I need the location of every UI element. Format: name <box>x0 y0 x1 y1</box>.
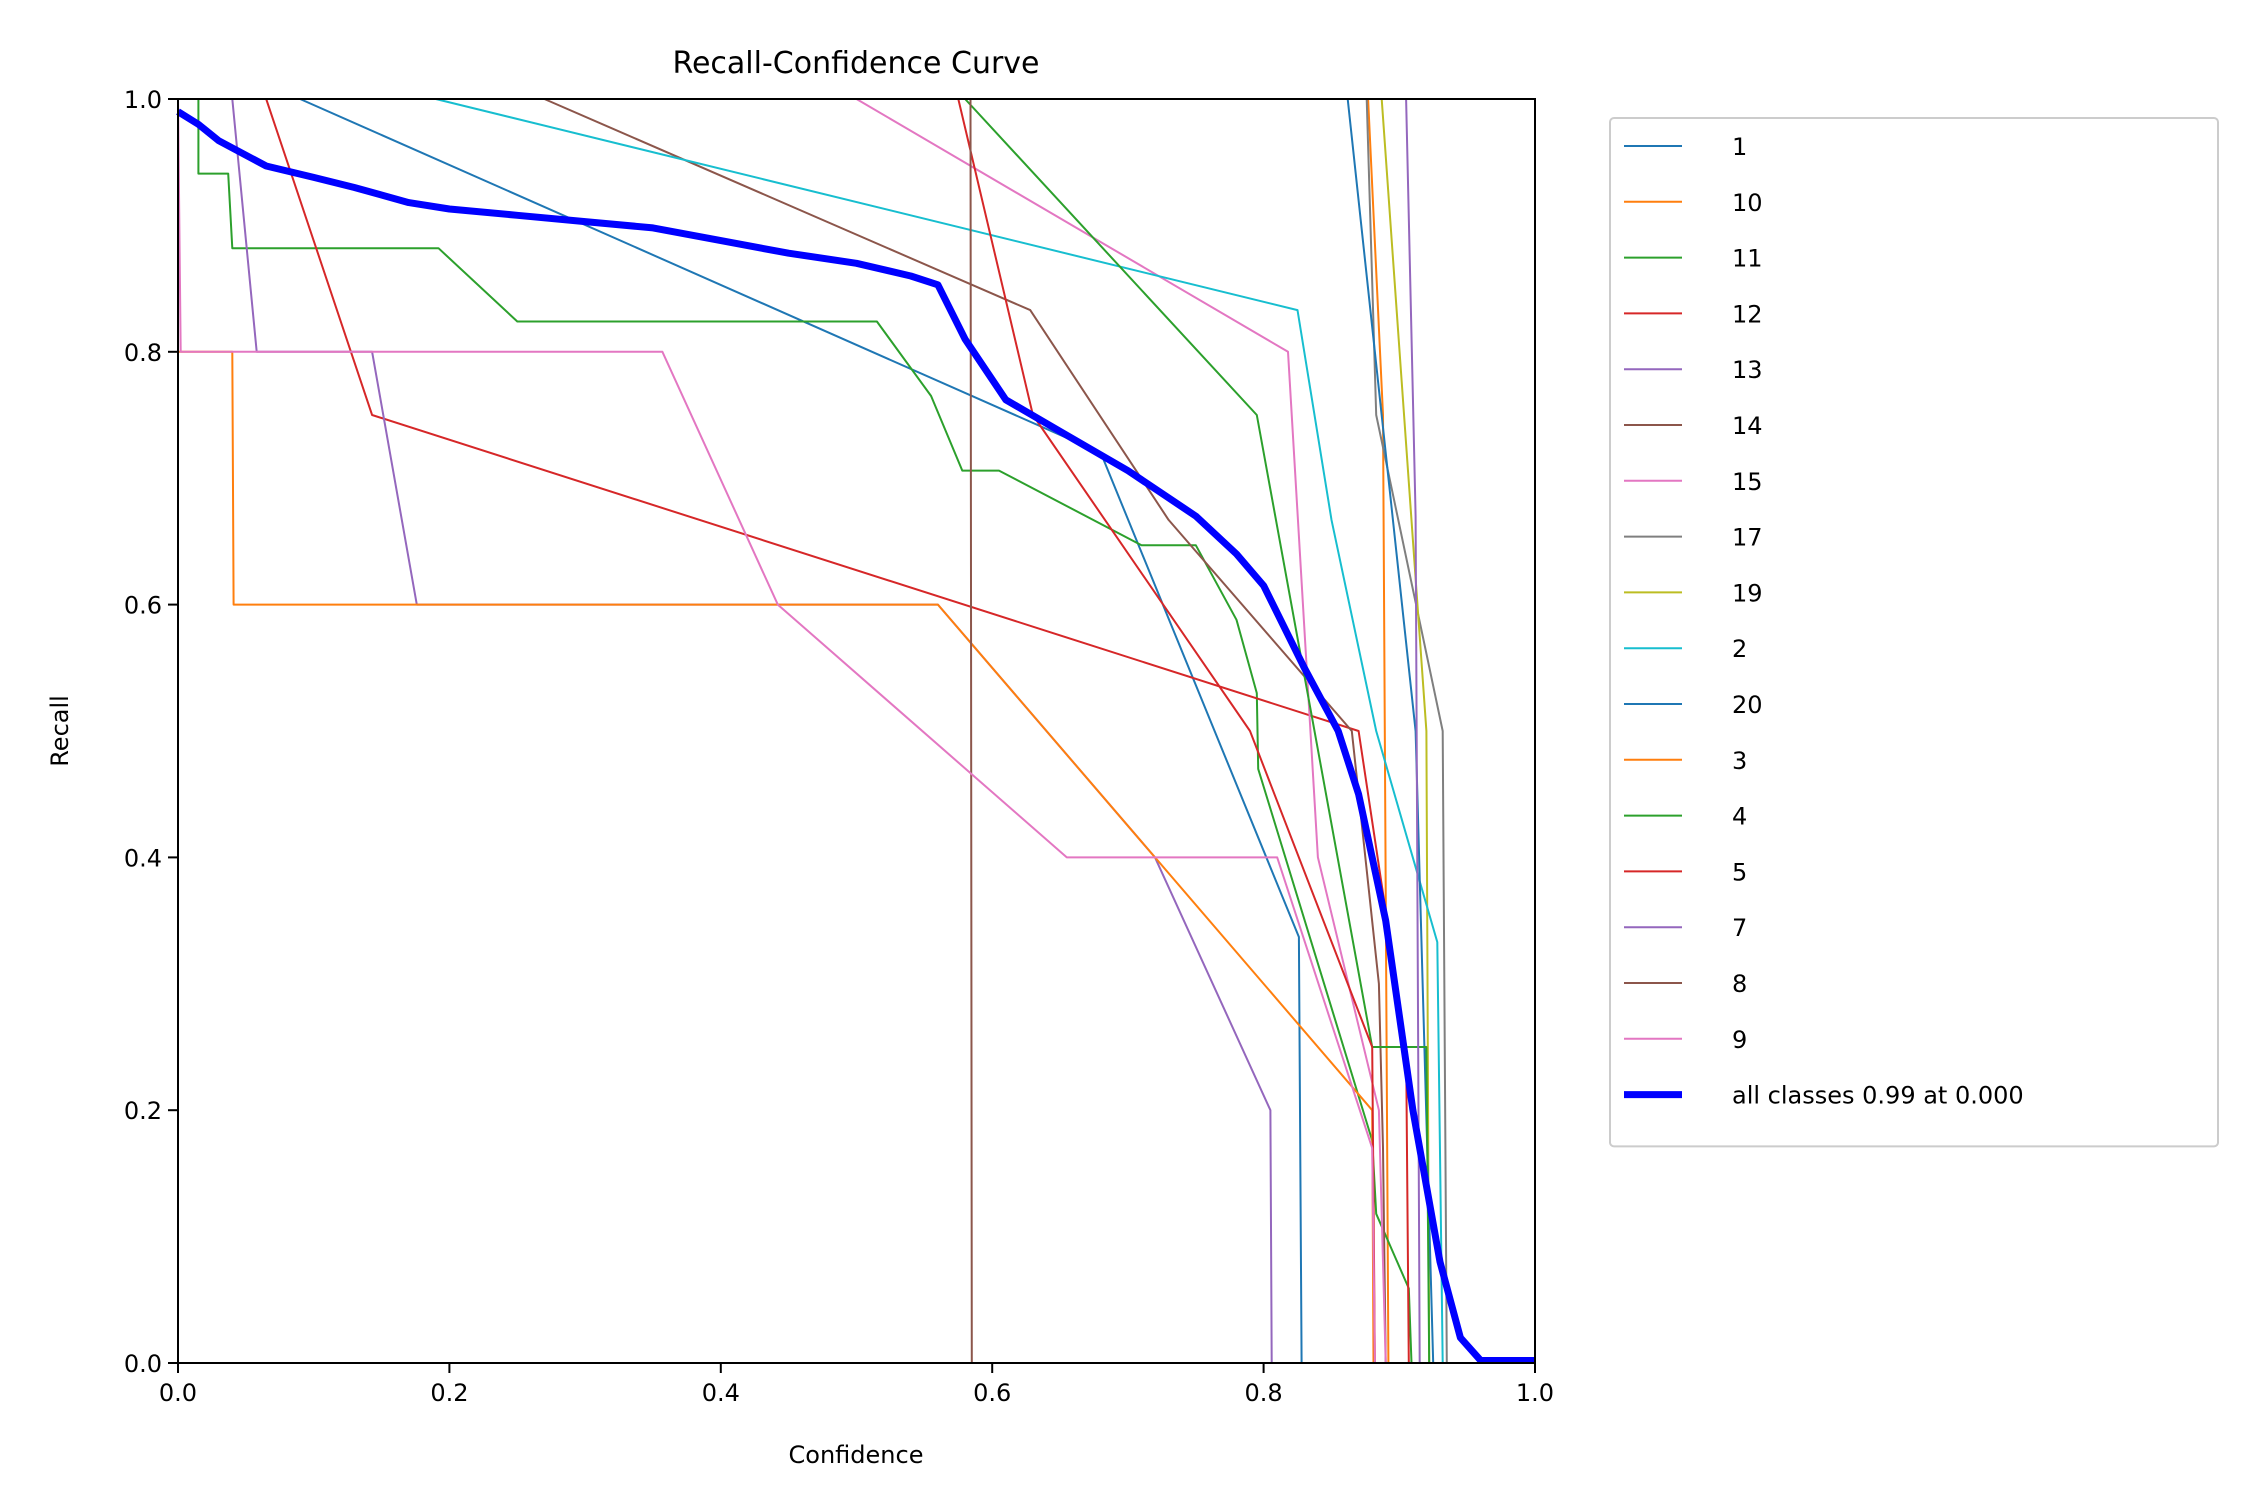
legend-entry: 12 <box>1624 300 1763 328</box>
legend-label: all classes 0.99 at 0.000 <box>1732 1082 2024 1110</box>
x-tick-label: 0.0 <box>159 1379 197 1407</box>
legend-entry: 8 <box>1624 970 1747 998</box>
x-tick-label: 0.4 <box>702 1379 740 1407</box>
legend-entry: 2 <box>1624 635 1747 663</box>
series-line-8 <box>969 98 1535 1364</box>
legend-entry: 5 <box>1624 858 1747 886</box>
series-line-15 <box>855 98 1387 1364</box>
legend-label: 5 <box>1732 858 1747 886</box>
y-tick-label: 0.8 <box>124 339 162 367</box>
x-tick-label: 0.6 <box>973 1379 1011 1407</box>
x-tick-label: 0.2 <box>430 1379 468 1407</box>
legend-entry: 20 <box>1624 691 1763 719</box>
legend-entry: all classes 0.99 at 0.000 <box>1624 1082 2024 1110</box>
legend-entry: 4 <box>1624 803 1747 831</box>
legend-label: 19 <box>1732 579 1763 607</box>
legend-label: 8 <box>1732 970 1747 998</box>
series-line-10 <box>1367 98 1390 1364</box>
legend-label: 13 <box>1732 356 1763 384</box>
series-line-7 <box>1405 98 1421 1364</box>
x-tick-label: 0.8 <box>1245 1379 1283 1407</box>
series-line-9 <box>177 98 1376 1364</box>
legend-box <box>1609 117 2219 1148</box>
legend-label: 1 <box>1732 133 1747 161</box>
legend-label: 9 <box>1732 1026 1747 1054</box>
x-tick-label: 1.0 <box>1516 1379 1554 1407</box>
legend-entry: 11 <box>1624 245 1763 273</box>
legend-label: 14 <box>1732 412 1763 440</box>
legend-entry: 7 <box>1624 914 1747 942</box>
series-line-all-classes <box>176 108 1535 1364</box>
legend-label: 3 <box>1732 747 1747 775</box>
legend-label: 15 <box>1732 468 1763 496</box>
x-axis-label: Confidence <box>789 1441 924 1469</box>
legend-entry: 1 <box>1624 133 1747 161</box>
y-tick-label: 1.0 <box>124 86 162 114</box>
legend-label: 17 <box>1732 524 1763 552</box>
series-line-2 <box>435 98 1444 1364</box>
series-line-17 <box>1365 98 1448 1364</box>
y-axis: 0.0 0.2 0.4 0.6 0.8 1.0 <box>124 86 178 1378</box>
legend-label: 10 <box>1732 189 1763 217</box>
chart-title: Recall-Confidence Curve <box>672 46 1039 81</box>
legend-label: 7 <box>1732 914 1747 942</box>
y-tick-label: 0.0 <box>124 1350 162 1378</box>
series-line-11 <box>197 99 1413 1364</box>
series-line-5 <box>957 98 1376 1364</box>
legend-entry: 10 <box>1624 189 1763 217</box>
series-line-20 <box>1346 98 1435 1364</box>
legend-entry: 14 <box>1624 412 1763 440</box>
x-axis: 0.0 0.2 0.4 0.6 0.8 1.0 <box>159 1363 1554 1407</box>
legend-label: 11 <box>1732 245 1763 273</box>
series-line-1 <box>299 98 1303 1364</box>
legend-entry: 15 <box>1624 468 1763 496</box>
series-line-12 <box>265 98 1410 1364</box>
y-axis-label: Recall <box>46 695 74 767</box>
legend-label: 12 <box>1732 300 1763 328</box>
series-line-13 <box>231 98 1273 1364</box>
plot-frame <box>177 98 1536 1364</box>
y-tick-label: 0.6 <box>124 592 162 620</box>
legend-entry: 9 <box>1624 1026 1747 1054</box>
plot-lines <box>176 98 1535 1364</box>
legend-label: 4 <box>1732 803 1747 831</box>
legend-label: 2 <box>1732 635 1747 663</box>
legend-entry: 13 <box>1624 356 1763 384</box>
legend-entry: 3 <box>1624 747 1747 775</box>
legend-entry: 19 <box>1624 579 1763 607</box>
series-line-14 <box>544 98 1387 1364</box>
legend-label: 20 <box>1732 691 1763 719</box>
legend: 1 10 11 12 13 14 15 17 19 2 20 3 4 5 7 8 9 all classes 0.… <box>1609 117 2219 1148</box>
y-tick-label: 0.4 <box>124 844 162 872</box>
y-tick-label: 0.2 <box>124 1097 162 1125</box>
legend-entry: 17 <box>1624 524 1763 552</box>
